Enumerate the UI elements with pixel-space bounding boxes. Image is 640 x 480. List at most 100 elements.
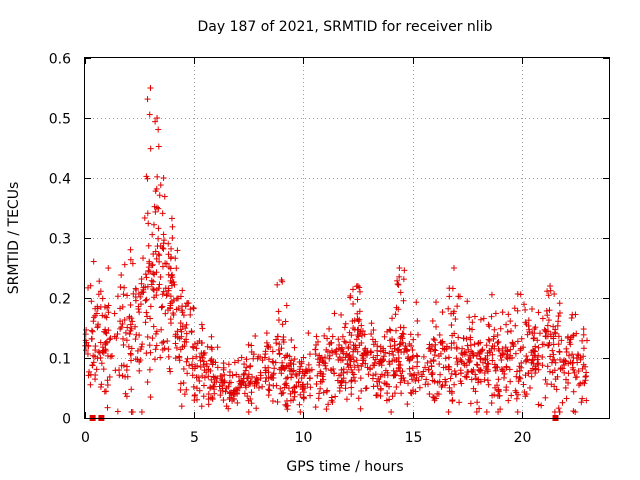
- data-point: [446, 384, 453, 391]
- data-point: [392, 327, 399, 334]
- data-point: [347, 356, 354, 363]
- data-point: [527, 384, 534, 391]
- data-point: [539, 362, 546, 369]
- data-point: [491, 326, 498, 333]
- data-point: [452, 316, 459, 323]
- data-point: [252, 333, 259, 340]
- data-point: [339, 356, 346, 363]
- data-point: [486, 323, 493, 330]
- data-point: [243, 384, 250, 391]
- data-point: [128, 386, 135, 393]
- data-point: [503, 321, 510, 328]
- data-point: [172, 331, 179, 338]
- data-point: [106, 373, 113, 380]
- data-point: [264, 343, 271, 350]
- data-point: [481, 369, 488, 376]
- data-point: [539, 354, 546, 361]
- data-point: [556, 300, 563, 307]
- data-point: [200, 351, 207, 358]
- data-point: [146, 342, 153, 349]
- data-point: [305, 361, 312, 368]
- data-point: [467, 342, 474, 349]
- data-point: [254, 355, 261, 362]
- data-point: [477, 355, 484, 362]
- data-point: [344, 360, 351, 367]
- data-point: [177, 380, 184, 387]
- data-point: [119, 303, 126, 310]
- data-point: [155, 205, 162, 212]
- y-tick-label: 0.5: [49, 112, 71, 128]
- data-point: [381, 333, 388, 340]
- data-point: [333, 351, 340, 358]
- y-tick-labels: 0 0.1 0.2 0.3 0.4 0.5 0.6: [49, 52, 71, 428]
- data-point: [165, 346, 172, 353]
- y-axis-title: SRMTID / TECUs: [6, 182, 22, 295]
- data-point: [507, 346, 514, 353]
- data-point: [432, 341, 439, 348]
- data-point: [201, 374, 208, 381]
- data-point: [248, 400, 255, 407]
- data-point: [317, 370, 324, 377]
- data-point: [543, 307, 550, 314]
- data-point: [341, 338, 348, 345]
- data-point: [584, 337, 591, 344]
- data-point: [485, 381, 492, 388]
- data-point: [465, 369, 472, 376]
- data-point: [111, 310, 118, 317]
- data-point: [155, 251, 162, 258]
- data-point: [423, 376, 430, 383]
- data-point: [395, 281, 402, 288]
- data-point: [143, 309, 150, 316]
- data-point: [563, 395, 570, 402]
- data-point: [350, 358, 357, 365]
- data-point: [434, 379, 441, 386]
- data-point: [377, 392, 384, 399]
- data-point: [137, 357, 144, 364]
- data-point: [404, 401, 411, 408]
- data-point: [296, 370, 303, 377]
- data-point: [409, 376, 416, 383]
- data-point: [117, 305, 124, 312]
- data-point: [409, 365, 416, 372]
- data-point: [152, 118, 159, 125]
- data-point: [530, 335, 537, 342]
- data-point: [240, 379, 247, 386]
- data-point: [127, 256, 134, 263]
- data-point: [570, 408, 577, 415]
- data-point: [151, 271, 158, 278]
- data-point: [370, 383, 377, 390]
- data-point: [415, 369, 422, 376]
- data-point: [342, 379, 349, 386]
- data-point: [165, 287, 172, 294]
- data-point: [175, 305, 182, 312]
- data-point: [465, 346, 472, 353]
- data-point: [469, 351, 476, 358]
- data-point: [513, 373, 520, 380]
- data-point: [397, 379, 404, 386]
- data-point: [208, 357, 215, 364]
- data-point: [252, 378, 259, 385]
- data-point: [147, 85, 154, 91]
- data-point: [142, 297, 149, 304]
- data-point: [124, 292, 131, 299]
- data-point: [275, 317, 282, 324]
- data-point: [535, 360, 542, 367]
- data-point: [151, 356, 158, 363]
- data-point: [87, 282, 94, 289]
- data-point: [359, 352, 366, 359]
- data-point: [338, 311, 345, 318]
- data-point: [159, 263, 166, 270]
- data-point: [211, 386, 218, 393]
- data-point: [157, 242, 164, 249]
- data-point: [473, 409, 480, 415]
- data-point: [90, 359, 97, 366]
- data-point: [377, 385, 384, 392]
- data-point: [128, 357, 135, 364]
- data-point: [561, 361, 568, 368]
- data-point: [414, 331, 421, 338]
- data-point: [510, 343, 517, 350]
- data-point: [326, 325, 333, 332]
- data-point: [442, 355, 449, 362]
- data-point: [247, 395, 254, 402]
- data-point: [580, 326, 587, 333]
